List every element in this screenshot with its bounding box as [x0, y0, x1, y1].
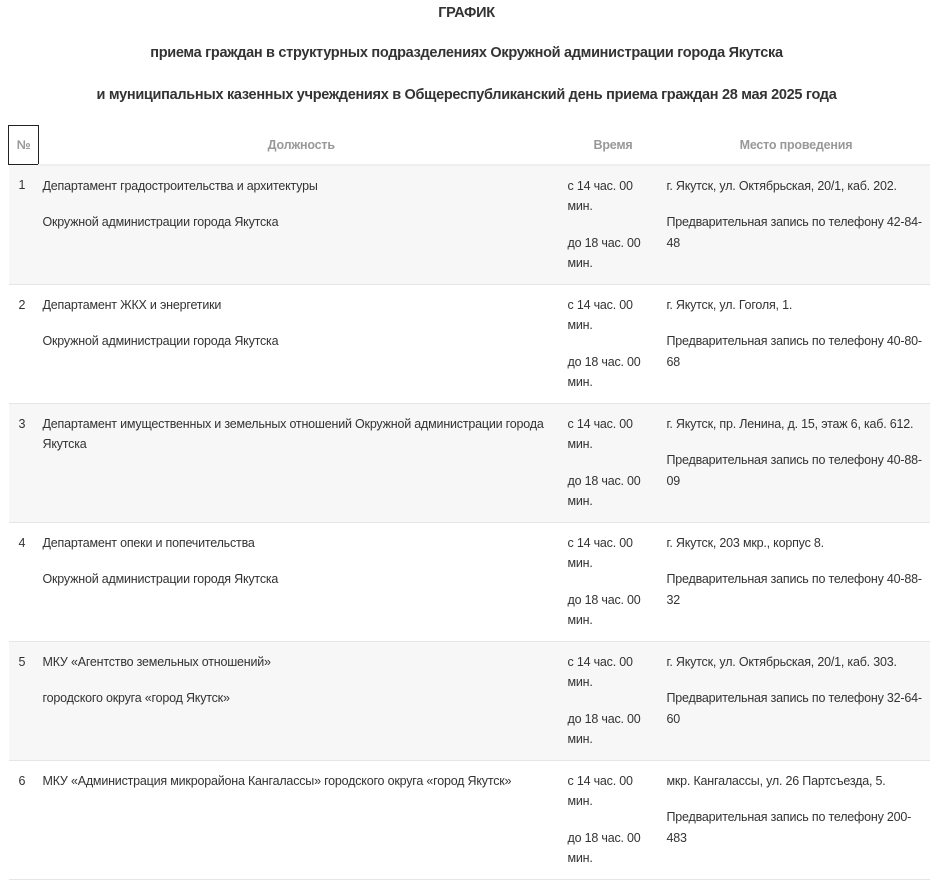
cell-position: МКУ «Администрация микрорайона Кангаласс…	[38, 760, 564, 880]
position-text: Департамент ЖКХ и энергетики	[42, 297, 222, 312]
page-title: ГРАФИК	[438, 5, 495, 21]
header-place: Место проведения	[662, 125, 930, 166]
time-text: до 18 час. 00 мин.	[567, 592, 641, 628]
subtitle-line-1: приема граждан в структурных подразделен…	[150, 45, 783, 61]
cell-time: с 14 час. 00 мин. до 18 час. 00 мин.	[563, 641, 663, 761]
cell-place: г. Якутск, ул. Гоголя, 1. Предварительная…	[662, 284, 930, 404]
row-number: 4	[8, 522, 39, 642]
table-row: 6 МКУ «Администрация микрорайона Кангалас…	[8, 760, 930, 880]
place-text: Предварительная запись по телефону 40-88…	[666, 572, 923, 607]
place-text: мкр. Кангалассы, ул. 26 Партсъезда, 5.	[666, 773, 886, 788]
cell-time: с 14 час. 00 мин. до 18 час. 00 мин.	[563, 522, 663, 642]
place-text: г. Якутск, 203 мкр., корпус 8.	[666, 535, 825, 550]
time-text: до 18 час. 00 мин.	[567, 473, 641, 509]
table-row: 4 Департамент опеки и попечительства Окруж…	[8, 522, 930, 642]
header-time: Время	[563, 125, 663, 166]
table-row: 2 Департамент ЖКХ и энергетики Окружной ад…	[8, 284, 930, 404]
place-text: г. Якутск, ул. Октябрьская, 20/1, каб. 3…	[666, 654, 897, 669]
cell-time: с 14 час. 00 мин. до 18 час. 00 мин.	[563, 403, 663, 523]
time-text: до 18 час. 00 мин.	[567, 235, 641, 271]
cell-place: мкр. Кангалассы, ул. 26 Партсъезда, 5. Пр…	[662, 760, 930, 880]
cell-place: г. Якутск, ул. Октябрьская, 20/1, каб. 3…	[662, 641, 930, 761]
subtitle-line-2: и муниципальных казенных учреждениях в О…	[96, 87, 837, 103]
cell-time: с 14 час. 00 мин. до 18 час. 00 мин.	[563, 760, 663, 880]
time-text: с 14 час. 00 мин.	[567, 297, 633, 333]
place-text: Предварительная запись по телефону 32-64…	[666, 691, 923, 726]
table-header-row: № Должность Время Место проведения	[8, 125, 930, 166]
time-text: до 18 час. 00 мин.	[567, 830, 641, 866]
row-number: 2	[8, 284, 39, 404]
place-text: г. Якутск, ул. Октябрьская, 20/1, каб. 2…	[666, 178, 897, 193]
position-text: МКУ «Администрация микрорайона Кангаласс…	[42, 773, 512, 788]
time-text: с 14 час. 00 мин.	[567, 535, 633, 571]
row-number: 3	[8, 403, 39, 523]
place-text: Предварительная запись по телефону 42-84…	[666, 215, 923, 250]
position-text: Департамент градостроительства и архитек…	[42, 178, 318, 193]
cell-place: г. Якутск, пр. Ленина, д. 15, этаж 6, ка…	[662, 403, 930, 523]
cell-position: Департамент опеки и попечительства Окружн…	[38, 522, 564, 642]
time-text: до 18 час. 00 мин.	[567, 354, 641, 390]
cell-time: с 14 час. 00 мин. до 18 час. 00 мин.	[563, 164, 663, 285]
time-text: до 18 час. 00 мин.	[567, 711, 641, 747]
row-number: 1	[8, 164, 39, 285]
cell-position: МКУ «Агентство земельных отношений» город…	[38, 641, 564, 761]
position-text: Департамент опеки и попечительства	[42, 535, 255, 550]
position-text: МКУ «Агентство земельных отношений»	[42, 654, 272, 669]
position-text: Окружной администрации города Якутска	[42, 215, 279, 229]
place-text: г. Якутск, ул. Гоголя, 1.	[666, 297, 793, 312]
schedule-table: № Должность Время Место проведения 1 Депа…	[8, 125, 930, 880]
cell-position: Департамент ЖКХ и энергетики Окружной адм…	[38, 284, 564, 404]
place-text: Предварительная запись по телефону 200-4…	[666, 810, 912, 845]
cell-place: г. Якутск, ул. Октябрьская, 20/1, каб. 2…	[662, 164, 930, 285]
header-position: Должность	[38, 125, 564, 166]
place-text: Предварительная запись по телефону 40-88…	[666, 453, 923, 488]
table-row: 1 Департамент градостроительства и архите…	[8, 164, 930, 285]
cell-place: г. Якутск, 203 мкр., корпус 8. Предварите…	[662, 522, 930, 642]
position-text: городского округа «город Якутск»	[42, 691, 230, 705]
row-number: 5	[8, 641, 39, 761]
cell-position: Департамент имущественных и земельных от…	[38, 403, 564, 523]
table-row: 3 Департамент имущественных и земельных о…	[8, 403, 930, 523]
place-text: г. Якутск, пр. Ленина, д. 15, этаж 6, ка…	[666, 416, 914, 431]
time-text: с 14 час. 00 мин.	[567, 178, 633, 214]
cell-time: с 14 час. 00 мин. до 18 час. 00 мин.	[563, 284, 663, 404]
position-text: Окружной администрации городя Якутска	[42, 572, 279, 586]
table-row: 5 МКУ «Агентство земельных отношений» горо…	[8, 641, 930, 761]
cell-position: Департамент градостроительства и архитек…	[38, 164, 564, 285]
row-number: 6	[8, 760, 39, 880]
schedule-heading: ГРАФИК приема граждан в структурных подр…	[0, 0, 933, 125]
time-text: с 14 час. 00 мин.	[567, 416, 633, 452]
place-text: Предварительная запись по телефону 40-80…	[666, 334, 923, 369]
time-text: с 14 час. 00 мин.	[567, 773, 633, 809]
position-text: Департамент имущественных и земельных от…	[42, 416, 544, 452]
header-num[interactable]: №	[8, 125, 39, 165]
position-text: Окружной администрации города Якутска	[42, 334, 279, 348]
time-text: с 14 час. 00 мин.	[567, 654, 633, 690]
